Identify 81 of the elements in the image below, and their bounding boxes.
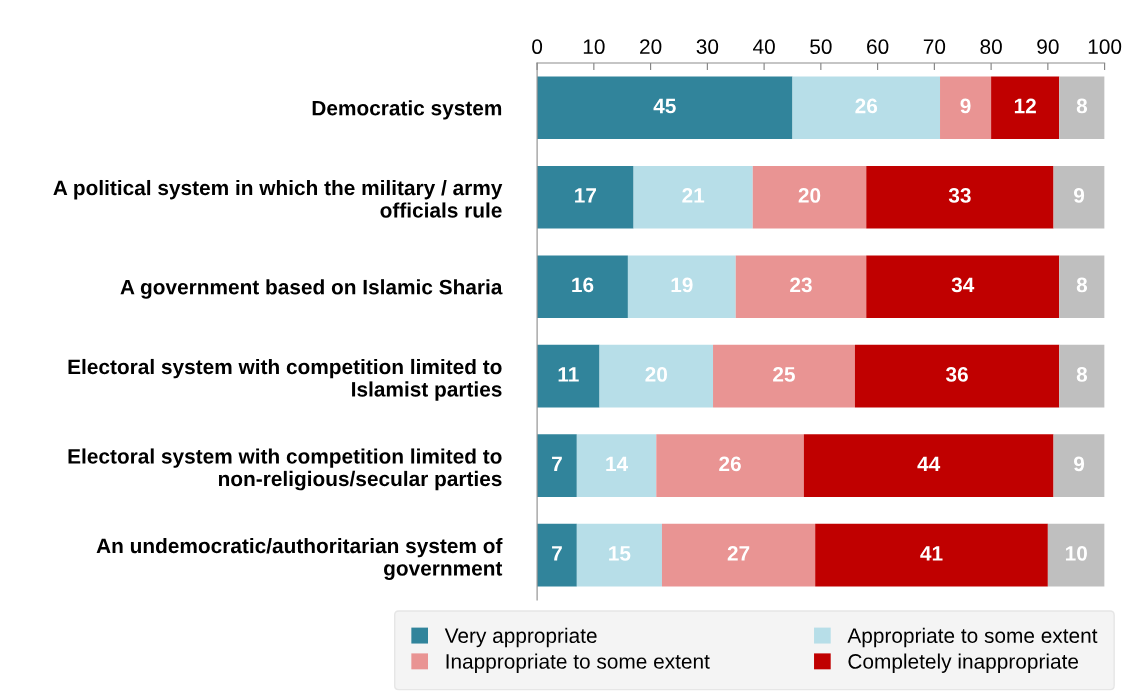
data-label: 20 (798, 188, 821, 203)
bar (661, 523, 816, 587)
bar (537, 344, 600, 408)
data-label: 14 (606, 456, 629, 472)
data-label: 19 (671, 277, 693, 293)
x-tick-label: 100 (1088, 39, 1122, 55)
data-label: 12 (1014, 98, 1036, 114)
data-label: 8 (1076, 277, 1088, 293)
x-tick-label: 10 (583, 39, 605, 55)
bar (735, 255, 867, 319)
data-label: 44 (917, 456, 941, 472)
y-tick-label: Democratic system (312, 100, 502, 120)
data-label: 15 (609, 546, 631, 561)
data-label: 9 (1074, 456, 1085, 472)
bar (713, 344, 855, 408)
bar (633, 165, 753, 229)
bar (1053, 165, 1105, 229)
data-label: 11 (558, 367, 579, 382)
data-label: 9 (960, 98, 971, 114)
data-label: 8 (1076, 98, 1088, 114)
legend-label: Very appropriate (444, 627, 597, 648)
data-label: 9 (1074, 188, 1085, 203)
bar (1059, 76, 1105, 140)
bar (866, 255, 1060, 319)
bar (656, 434, 804, 497)
bar (627, 255, 736, 319)
data-label: 25 (773, 367, 795, 382)
bar (537, 76, 793, 140)
bar (866, 165, 1054, 229)
y-tick-label: An undemocratic/authoritarian system of government (96, 537, 503, 580)
data-label: 21 (682, 188, 705, 203)
bar (537, 434, 577, 497)
x-tick-label: 40 (753, 39, 775, 55)
y-tick-label: Electoral system with competition limited to non-religious/secular parties (68, 448, 502, 491)
data-label: 41 (920, 546, 943, 561)
data-label: 17 (575, 188, 597, 203)
bar (792, 76, 941, 140)
bar (537, 523, 577, 587)
data-label: 26 (855, 98, 878, 114)
legend-label: Appropriate to some extent (847, 627, 1098, 648)
legend-label: Completely inappropriate (848, 653, 1079, 673)
x-tick-label: 60 (867, 39, 889, 55)
data-label: 33 (948, 188, 971, 203)
x-tick-label: 50 (810, 39, 832, 55)
y-tick-label: Electoral system with competition limited to Islamist parties (68, 358, 502, 401)
bar (1053, 434, 1105, 497)
y-tick-label: A political system in which the military / army officials rule (53, 179, 503, 218)
bar (576, 523, 662, 587)
bar (815, 523, 1048, 587)
bar (803, 434, 1054, 497)
legend-label: Inappropriate to some extent (446, 653, 710, 673)
x-tick-label: 0 (532, 39, 543, 55)
bar (537, 165, 634, 229)
x-tick-label: 70 (923, 39, 946, 55)
data-label: 8 (1076, 367, 1088, 382)
bar (1059, 344, 1105, 408)
data-label: 34 (951, 277, 975, 293)
x-tick-label: 30 (696, 39, 719, 55)
y-tick-label: A government based on Islamic Sharia (120, 279, 503, 299)
bar (752, 165, 867, 229)
bar (576, 434, 657, 497)
data-label: 36 (945, 367, 968, 382)
bar (991, 76, 1060, 140)
x-tick-label: 20 (640, 39, 662, 55)
data-label: 27 (727, 546, 750, 561)
bar (940, 76, 992, 140)
bar (537, 255, 628, 319)
data-label: 7 (552, 456, 562, 472)
bar (599, 344, 714, 408)
x-tick-label: 80 (980, 39, 1002, 55)
bar (1047, 523, 1105, 587)
data-label: 20 (645, 367, 668, 382)
bar (1059, 255, 1105, 319)
data-label: 16 (572, 277, 594, 293)
data-label: 45 (653, 98, 676, 114)
data-label: 23 (790, 277, 812, 293)
data-label: 7 (552, 546, 562, 561)
data-label: 26 (719, 456, 741, 472)
x-tick-label: 90 (1037, 39, 1059, 55)
data-label: 10 (1065, 546, 1087, 561)
bar (854, 344, 1060, 408)
